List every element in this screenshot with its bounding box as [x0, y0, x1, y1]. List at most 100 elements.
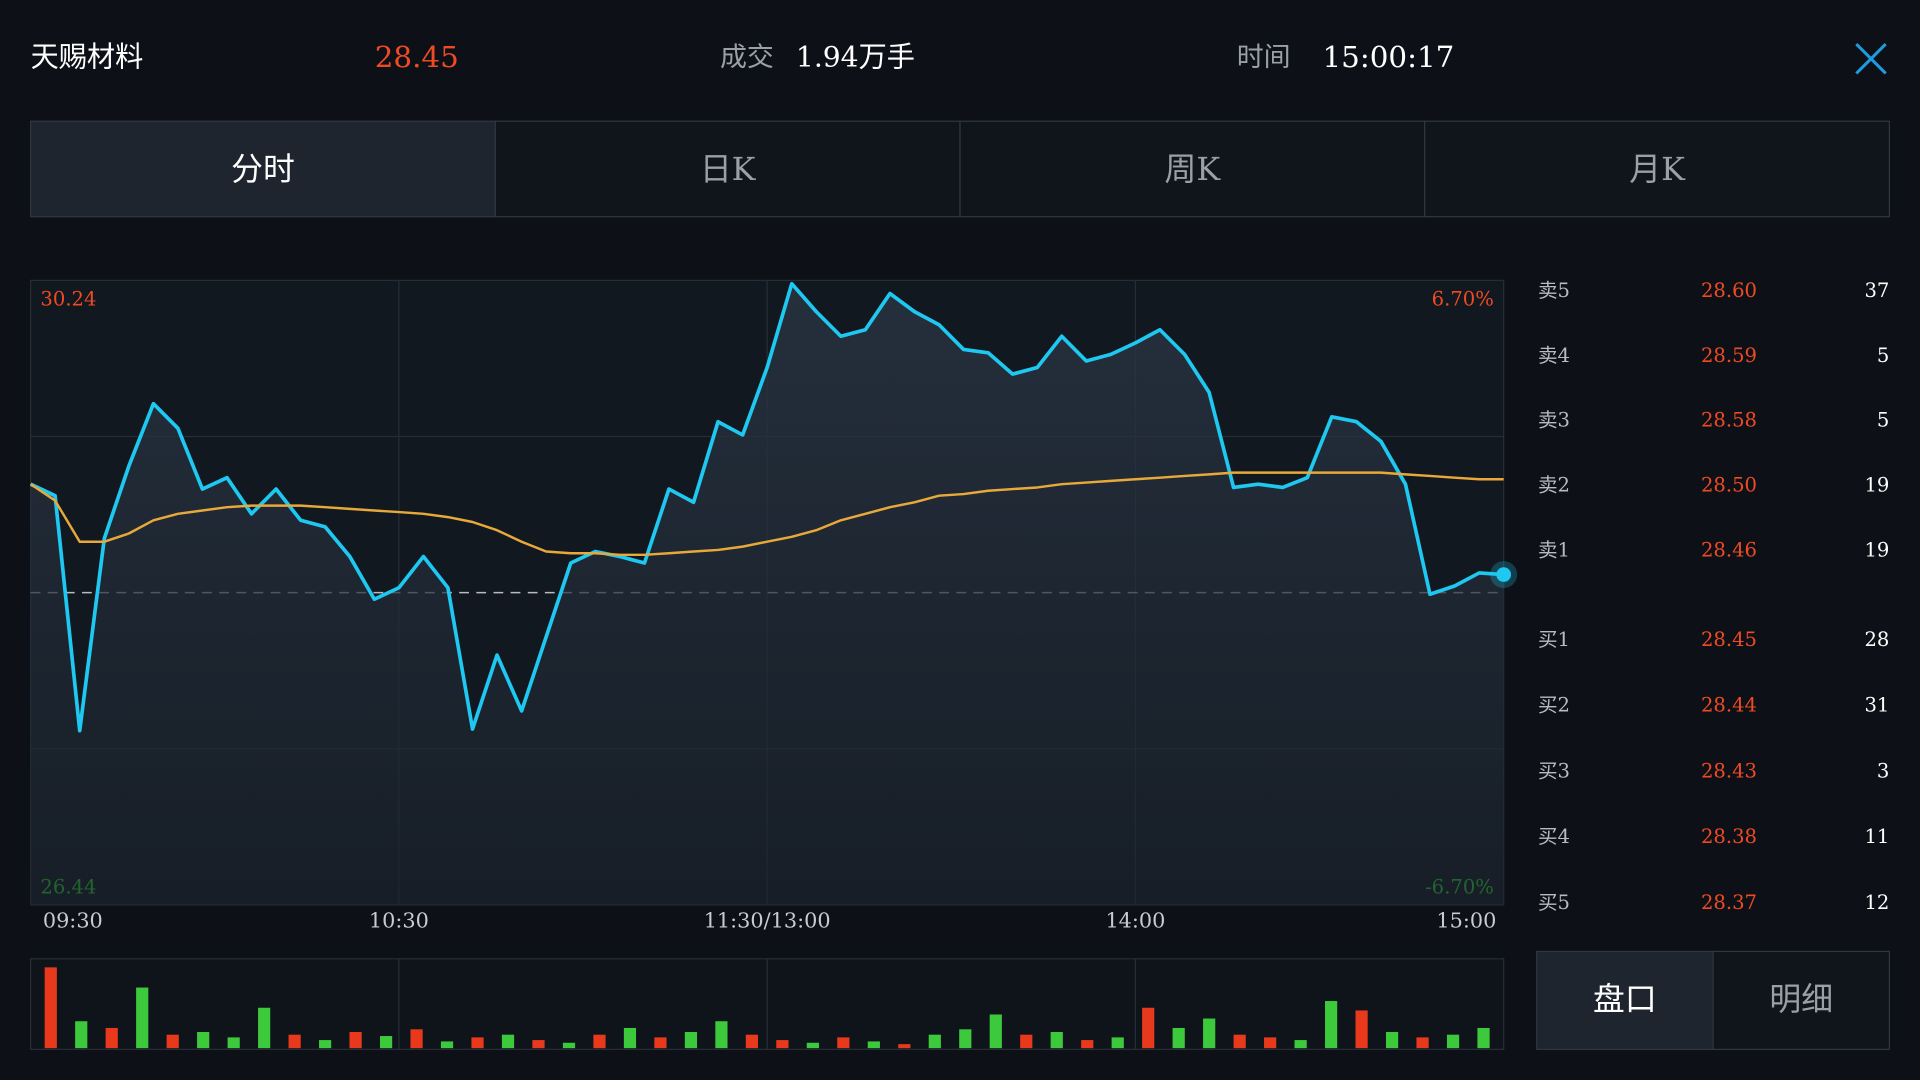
volume-bar [776, 1040, 789, 1049]
book-price: 28.43 [1701, 759, 1757, 782]
book-qty: 5 [1877, 344, 1889, 367]
volume-bar [410, 1029, 423, 1049]
book-label: 卖2 [1538, 474, 1570, 497]
volume-bar [562, 1042, 576, 1049]
stock-price: 28.45 [375, 40, 459, 74]
volume-bar [1446, 1034, 1460, 1049]
volume: 1.94万手 [796, 40, 915, 73]
volume-bar [837, 1037, 850, 1049]
book-qty: 3 [1877, 759, 1889, 782]
book-label: 买5 [1538, 891, 1570, 914]
volume-bar [867, 1041, 880, 1049]
volume-bar [258, 1007, 271, 1049]
x-tick-label: 10:30 [369, 909, 429, 933]
volume-bar [166, 1034, 179, 1049]
x-tick-label: 09:30 [43, 909, 103, 933]
volume-bar [1172, 1027, 1185, 1049]
volume-bar [75, 1021, 88, 1049]
volume-bar [349, 1032, 362, 1049]
volume-bar [1325, 1001, 1338, 1049]
book-qty: 19 [1864, 474, 1889, 497]
book-price: 28.58 [1701, 409, 1757, 432]
book-label: 买3 [1538, 759, 1570, 782]
volume-bar [288, 1034, 301, 1049]
tab[interactable] [1424, 120, 1890, 218]
x-tick-label: 14:00 [1105, 909, 1165, 933]
volume-bar [1111, 1037, 1124, 1049]
chart: 09:3010:3011:30/13:0014:0015:0026.4430.2… [29, 280, 1518, 1050]
volume-bar [928, 1034, 941, 1049]
volume-bar [501, 1034, 515, 1049]
order-book: 卖5 28.60 37 卖4 28.59 5 卖3 28.58 5 卖2 28.50 19 卖1 28.4… [1538, 279, 1889, 914]
tab-label[interactable]: 分时 [231, 150, 295, 188]
volume-bar [1050, 1032, 1063, 1049]
book-qty: 11 [1864, 825, 1889, 848]
bottom-tab-label[interactable]: 明细 [1769, 980, 1833, 1018]
volume-bar [593, 1034, 606, 1049]
close-button[interactable] [1855, 42, 1887, 75]
volume-bar [1233, 1034, 1246, 1049]
book-label: 买4 [1538, 825, 1570, 848]
last-point [1496, 567, 1512, 582]
volume-bar [379, 1036, 393, 1049]
stock-name: 天赐材料 [31, 40, 144, 73]
book-label: 卖1 [1538, 539, 1570, 562]
volume-bar [745, 1034, 758, 1049]
volume-bar [1477, 1027, 1490, 1049]
volume-label: 成交 [720, 42, 774, 73]
close-icon[interactable] [1855, 42, 1887, 75]
book-price: 28.38 [1701, 825, 1757, 848]
volume-bar [1294, 1040, 1307, 1049]
book-price: 28.46 [1701, 539, 1757, 562]
book-label: 买1 [1538, 628, 1570, 651]
book-qty: 37 [1864, 279, 1889, 302]
tab[interactable] [959, 120, 1426, 218]
book-label: 卖5 [1538, 279, 1570, 302]
tab-label[interactable]: 日K [700, 150, 757, 188]
time: 15:00:17 [1322, 40, 1454, 74]
book-label: 卖4 [1538, 344, 1570, 367]
volume-bar [1355, 1010, 1368, 1049]
volume-bar [684, 1032, 698, 1049]
volume-bar [1264, 1037, 1277, 1049]
tab-bar: 分时 日K 周K 月K [30, 120, 1890, 218]
volume-bar [471, 1037, 484, 1049]
y-tick-label: 30.24 [40, 288, 96, 311]
volume-bar [715, 1021, 728, 1049]
volume-bar [136, 987, 149, 1049]
volume-bar [806, 1042, 819, 1049]
volume-bar [1020, 1034, 1033, 1049]
volume-bar [197, 1032, 210, 1049]
volume-bar [1416, 1037, 1429, 1049]
volume-bar [959, 1029, 972, 1049]
x-tick-label: 11:30/13:00 [704, 909, 831, 933]
book-label: 卖3 [1538, 409, 1570, 432]
bottom-tab[interactable] [1536, 950, 1714, 1050]
volume-bar [227, 1037, 240, 1049]
volume-bar [319, 1040, 332, 1049]
tab[interactable] [494, 120, 961, 218]
book-price: 28.59 [1701, 344, 1757, 367]
tab[interactable] [30, 120, 496, 218]
bottom-tab-label[interactable]: 盘口 [1593, 980, 1657, 1018]
volume-bar [623, 1027, 637, 1049]
tab-label[interactable]: 月K [1629, 150, 1686, 188]
book-qty: 5 [1877, 409, 1889, 432]
book-qty: 31 [1864, 694, 1889, 717]
volume-bar [532, 1040, 545, 1049]
bottom-tab[interactable] [1712, 950, 1890, 1050]
volume-bar [44, 967, 57, 1049]
volume-bar [440, 1041, 454, 1049]
book-price: 28.50 [1701, 474, 1757, 497]
book-qty: 28 [1864, 628, 1889, 651]
bottom-tab-bar: 盘口 明细 [1536, 950, 1890, 1050]
y2-tick-label: 6.70% [1432, 288, 1494, 311]
book-label: 买2 [1538, 694, 1570, 717]
volume-bar [898, 1044, 911, 1049]
x-tick-label: 15:00 [1436, 909, 1496, 933]
volume-bar [1081, 1040, 1094, 1049]
book-price: 28.37 [1701, 891, 1757, 914]
tab-label[interactable]: 周K [1165, 150, 1222, 188]
volume-bar [105, 1027, 118, 1049]
